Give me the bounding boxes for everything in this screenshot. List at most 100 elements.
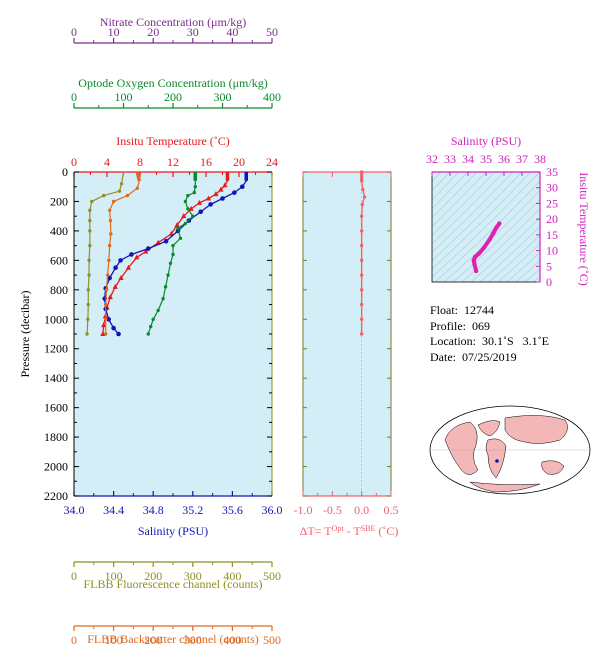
data-point	[88, 218, 92, 223]
ts-data-point	[472, 261, 477, 267]
data-point	[86, 302, 90, 307]
data-point	[163, 285, 168, 289]
y-tick-label: 1000	[44, 312, 68, 326]
data-point	[232, 190, 237, 195]
data-point	[107, 275, 112, 281]
map-float-location-marker	[495, 459, 499, 463]
ts-data-point	[487, 237, 492, 242]
data-point	[88, 229, 92, 233]
ts-data-point	[482, 245, 487, 250]
top-axis-tick-label: 20	[147, 25, 159, 39]
data-point	[218, 186, 224, 192]
data-point	[118, 275, 124, 281]
series-line	[102, 172, 229, 335]
ts-contour-line	[497, 243, 540, 282]
data-point	[111, 325, 116, 331]
map-land	[444, 421, 479, 475]
data-point	[198, 209, 204, 215]
float-id: Float: 12744	[430, 303, 495, 317]
data-point	[111, 199, 116, 204]
ts-x-tick-label: 36	[498, 152, 510, 166]
data-point	[107, 208, 112, 212]
ts-contour-line	[432, 172, 469, 209]
top-axis-tick-label: 200	[164, 90, 182, 104]
data-point	[171, 243, 175, 248]
data-point	[149, 324, 153, 329]
data-point	[107, 294, 113, 300]
ts-contour-line	[432, 172, 514, 253]
ts-contour-line	[479, 226, 540, 282]
data-point	[186, 193, 190, 198]
bottom-axis-tick-label: 200	[144, 633, 162, 647]
ts-contour-line	[531, 152, 608, 292]
top-axis-tick-label: 0	[71, 155, 77, 169]
ts-contour-line	[432, 172, 451, 191]
data-point	[86, 288, 90, 292]
ts-y-tick-label: 20	[546, 212, 558, 226]
data-point	[87, 273, 91, 277]
data-point	[88, 208, 92, 212]
bottom-axis-tick-label: 200	[144, 569, 162, 583]
data-point	[129, 252, 134, 257]
data-point	[90, 199, 94, 204]
y-tick-label: 1200	[44, 342, 68, 356]
world-map	[429, 405, 591, 495]
top-axis-tick-label: 4	[104, 155, 110, 169]
ts-contour-line	[432, 172, 460, 200]
ts-contour-line	[432, 172, 442, 182]
data-point	[107, 258, 111, 263]
data-point	[213, 191, 219, 197]
dt-x-axis-title: ΔT= TOpt - TSBE (˚C)	[300, 524, 399, 539]
top-axis-tick-label: 100	[115, 90, 133, 104]
top-axis-tick-label: 40	[226, 25, 238, 39]
data-point	[168, 230, 174, 236]
ts-data-point	[473, 254, 478, 260]
data-point	[196, 199, 202, 205]
map-land	[504, 415, 568, 444]
data-point	[106, 316, 111, 322]
dt-data-point	[360, 202, 364, 207]
data-point	[104, 288, 109, 292]
data-point	[168, 261, 173, 266]
ts-contour-line	[432, 172, 523, 261]
top-axis-tick-label: 0	[71, 25, 77, 39]
map-land	[541, 460, 565, 475]
top-axis-title: Insitu Temperature (˚C)	[116, 134, 230, 148]
data-point	[86, 317, 90, 321]
data-point	[205, 195, 212, 201]
ts-contour-line	[524, 268, 540, 282]
ts-data-point	[494, 224, 499, 230]
float-location: Location: 30.1˚S 3.1˚E	[430, 334, 549, 348]
ts-x-tick-label: 37	[516, 152, 528, 166]
ts-contour-line	[432, 172, 487, 227]
bottom-axis-tick-label: 400	[223, 569, 241, 583]
bottom-axis-tick-label: 300	[184, 633, 202, 647]
top-axis-tick-label: 0	[71, 90, 77, 104]
bottom-axis-tick-label: 100	[105, 569, 123, 583]
ts-y-tick-label: 30	[546, 181, 558, 195]
dt-data-point	[359, 288, 364, 292]
top-axis-tick-label: 400	[263, 90, 281, 104]
dt-x-tick-label: 0.5	[384, 503, 399, 517]
profile-number: Profile: 069	[430, 318, 490, 333]
ts-x-tick-label: 35	[480, 152, 492, 166]
data-point	[181, 213, 187, 219]
ts-data-point	[476, 251, 481, 256]
ts-contour-line	[461, 208, 540, 282]
dt-data-point	[359, 243, 364, 248]
y-tick-label: 2200	[44, 489, 68, 503]
ts-contour-line	[432, 172, 478, 218]
bottom-axis-tick-label: 300	[184, 569, 202, 583]
ts-contour-line	[506, 251, 540, 282]
data-point	[108, 218, 113, 223]
top-axis-title: Nitrate Concentration (μm/kg)	[100, 15, 246, 29]
data-point	[105, 273, 110, 277]
dt-x-tick-label: 0.0	[354, 503, 369, 517]
map-land	[477, 420, 501, 437]
y-tick-label: 1800	[44, 430, 68, 444]
ts-contour-line	[470, 217, 540, 282]
data-point	[88, 243, 92, 248]
data-point	[146, 332, 150, 336]
ts-y-tick-label: 0	[546, 275, 552, 289]
